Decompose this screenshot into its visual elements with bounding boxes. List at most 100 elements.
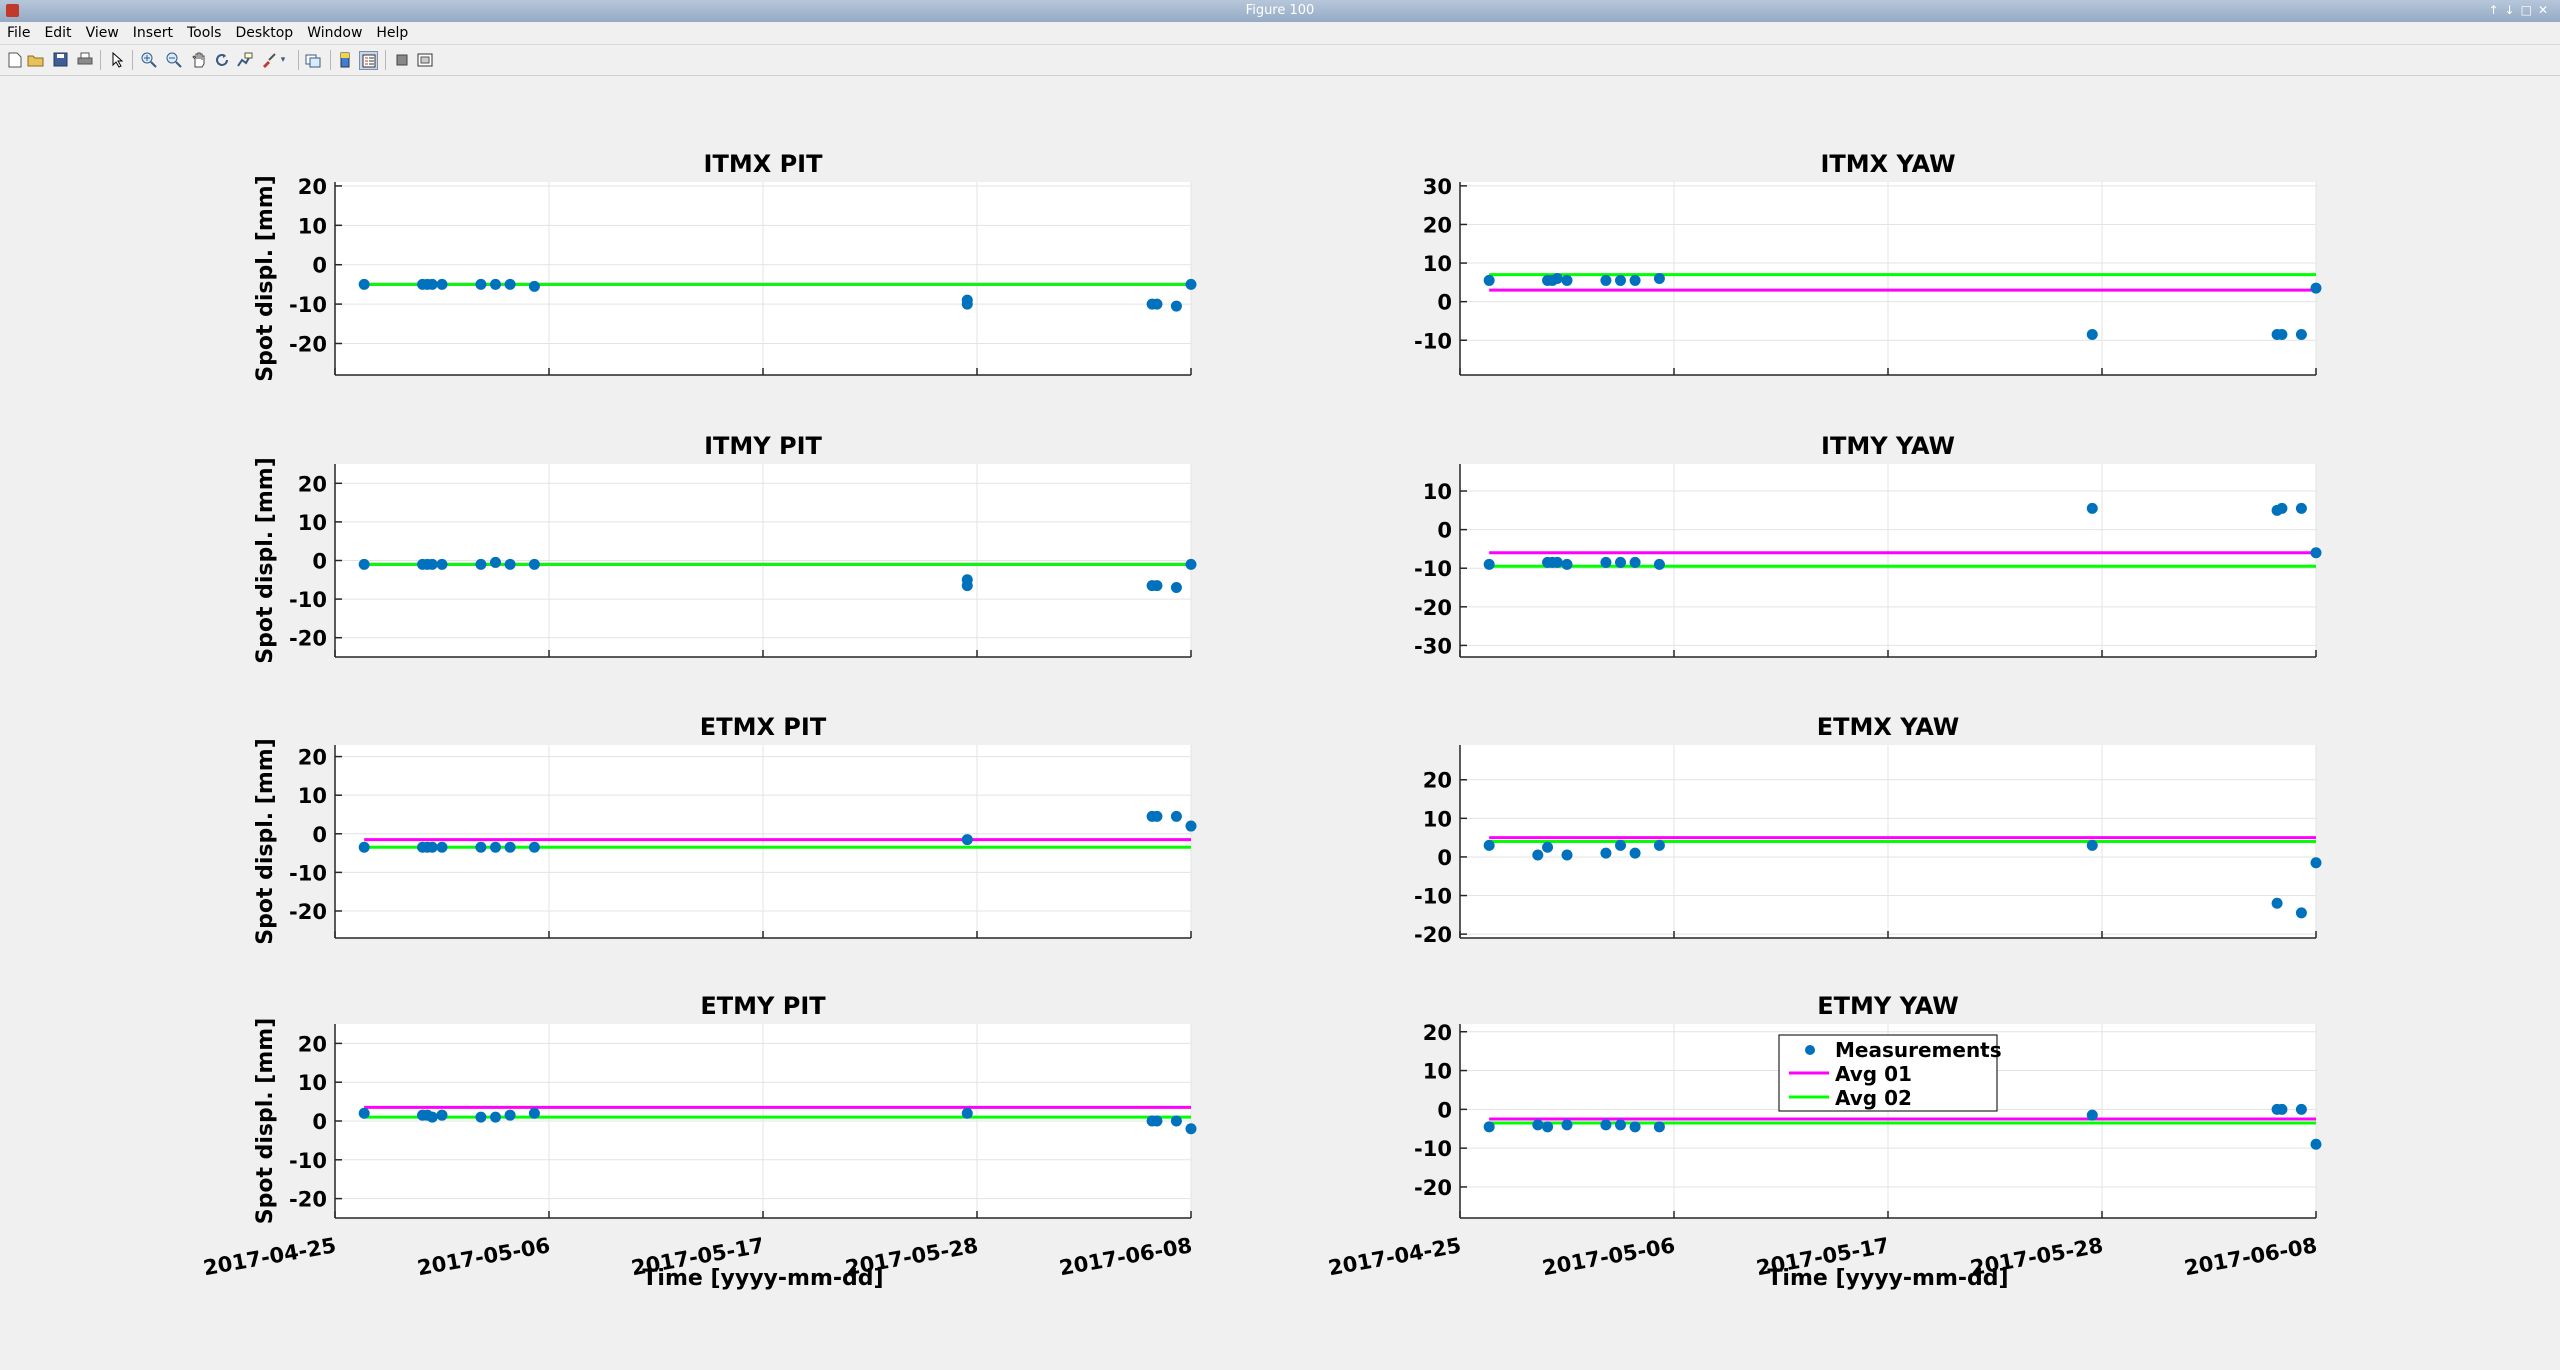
y-tick-label: -20 <box>1414 1176 1452 1200</box>
data-cursor-icon[interactable] <box>236 51 253 68</box>
shade-up-icon[interactable]: ↑ <box>2488 3 2505 17</box>
measurement-point <box>1561 849 1573 861</box>
menu-tools[interactable]: Tools <box>186 25 222 41</box>
rotate-icon[interactable] <box>213 51 230 68</box>
open-file-icon[interactable] <box>27 51 44 68</box>
menu-insert[interactable]: Insert <box>132 25 173 41</box>
measurement-point <box>2295 907 2307 919</box>
y-axis-label: Spot displ. [mm] <box>253 738 278 945</box>
y-tick-label: 0 <box>312 823 327 847</box>
zoom-in-icon[interactable] <box>140 51 157 68</box>
measurement-point <box>436 1109 448 1121</box>
y-tick-label: 10 <box>298 214 327 238</box>
y-axis-label: Spot displ. [mm] <box>253 1018 278 1225</box>
brush-dropdown-icon[interactable]: ▾ <box>280 54 286 65</box>
menu-help[interactable]: Help <box>376 25 409 41</box>
measurement-point <box>436 558 448 570</box>
menu-edit[interactable]: Edit <box>44 25 72 41</box>
subplot-title: ETMY PIT <box>700 992 826 1020</box>
measurement-point <box>2310 1138 2322 1150</box>
measurement-point <box>1185 558 1197 570</box>
pointer-icon[interactable] <box>108 51 125 68</box>
measurement-point <box>1483 1121 1495 1133</box>
measurement-point <box>1615 839 1626 851</box>
show-plot-tools-icon[interactable] <box>416 51 433 68</box>
measurement-point <box>1483 839 1495 851</box>
x-tick-label: 2017-06-08 <box>1057 1233 1193 1280</box>
y-tick-label: 0 <box>1437 291 1452 315</box>
menu-file[interactable]: File <box>7 25 31 41</box>
y-tick-label: 20 <box>298 175 327 199</box>
y-tick-label: -10 <box>289 1149 327 1173</box>
measurement-point <box>1542 841 1554 853</box>
y-tick-label: 0 <box>1437 519 1452 543</box>
brush-icon[interactable] <box>260 51 277 68</box>
x-axis-label: Time [yyyy-mm-dd] <box>642 1266 883 1291</box>
measurement-point <box>1542 1121 1554 1133</box>
measurement-point <box>1600 274 1612 286</box>
measurement-point <box>1170 582 1182 594</box>
link-icon[interactable] <box>304 51 321 68</box>
y-tick-label: -20 <box>289 1188 327 1212</box>
window-controls[interactable]: ↑↓□✕ <box>2488 3 2554 17</box>
menu-desktop[interactable]: Desktop <box>235 25 294 41</box>
y-tick-label: -10 <box>289 588 327 612</box>
measurement-point <box>504 278 516 290</box>
measurement-point <box>426 558 438 570</box>
measurement-point <box>2276 328 2288 340</box>
y-axis-label: Spot displ. [mm] <box>253 457 278 664</box>
colorbar-icon[interactable] <box>336 51 353 68</box>
y-tick-label: -10 <box>1414 1137 1452 1161</box>
measurement-point <box>426 278 438 290</box>
subplot-grid: -20 -10 0 10 20 ITMX PIT Spot displ. [mm] -10 0 1… <box>201 150 2322 1291</box>
figure-canvas: -20 -10 0 10 20 ITMX PIT Spot displ. [mm] -10 0 1… <box>0 76 2560 1366</box>
measurement-point <box>358 558 370 570</box>
measurement-point <box>490 278 501 290</box>
menu-window[interactable]: Window <box>307 25 363 41</box>
new-figure-icon[interactable] <box>6 51 23 68</box>
measurement-point <box>1600 556 1612 568</box>
measurement-point <box>475 841 487 853</box>
y-tick-label: -20 <box>1414 596 1452 620</box>
y-tick-label: -10 <box>1414 557 1452 581</box>
measurement-point <box>2086 502 2098 514</box>
measurement-point <box>504 841 516 853</box>
measurement-point <box>426 1111 438 1123</box>
close-icon[interactable]: ✕ <box>2537 3 2554 17</box>
y-tick-label: 10 <box>298 1071 327 1095</box>
save-icon[interactable] <box>52 51 69 68</box>
y-tick-label: 10 <box>298 784 327 808</box>
subplot-title: ITMY PIT <box>704 432 822 460</box>
y-tick-label: 30 <box>1423 175 1452 199</box>
shade-down-icon[interactable]: ↓ <box>2504 3 2521 17</box>
subplot-etmy-yaw: -20 -10 0 10 20 ETMY YAW 2017-04-25 2017-05-06 2… <box>1326 992 2322 1291</box>
measurement-point <box>2271 897 2283 909</box>
measurement-point <box>358 1107 370 1119</box>
legend-icon[interactable] <box>359 51 378 70</box>
measurement-point <box>1653 839 1665 851</box>
pan-icon[interactable] <box>190 51 207 68</box>
print-icon[interactable] <box>76 51 93 68</box>
measurement-point <box>358 841 370 853</box>
measurement-point <box>2295 328 2307 340</box>
menu-view[interactable]: View <box>85 25 119 41</box>
legend-label: Avg 02 <box>1835 1086 1912 1110</box>
maximize-icon[interactable]: □ <box>2520 3 2538 17</box>
zoom-out-icon[interactable] <box>165 51 182 68</box>
y-tick-label: -20 <box>289 900 327 924</box>
hide-plot-tools-icon[interactable] <box>393 51 410 68</box>
measurement-point <box>504 1109 516 1121</box>
measurement-point <box>528 841 540 853</box>
measurement-point <box>1653 1121 1665 1133</box>
window-titlebar[interactable]: Figure 100 ↑↓□✕ <box>0 0 2560 23</box>
y-tick-label: -20 <box>289 627 327 651</box>
measurement-point <box>490 556 501 568</box>
y-tick-label: -10 <box>1414 885 1452 909</box>
measurement-point <box>1151 1115 1163 1127</box>
y-tick-label: -30 <box>1414 634 1452 658</box>
y-tick-label: -20 <box>1414 923 1452 947</box>
subplot-title: ETMX PIT <box>700 713 827 741</box>
y-tick-label: -10 <box>1414 329 1452 353</box>
measurement-point <box>2295 502 2307 514</box>
legend-label: Avg 01 <box>1835 1062 1912 1086</box>
